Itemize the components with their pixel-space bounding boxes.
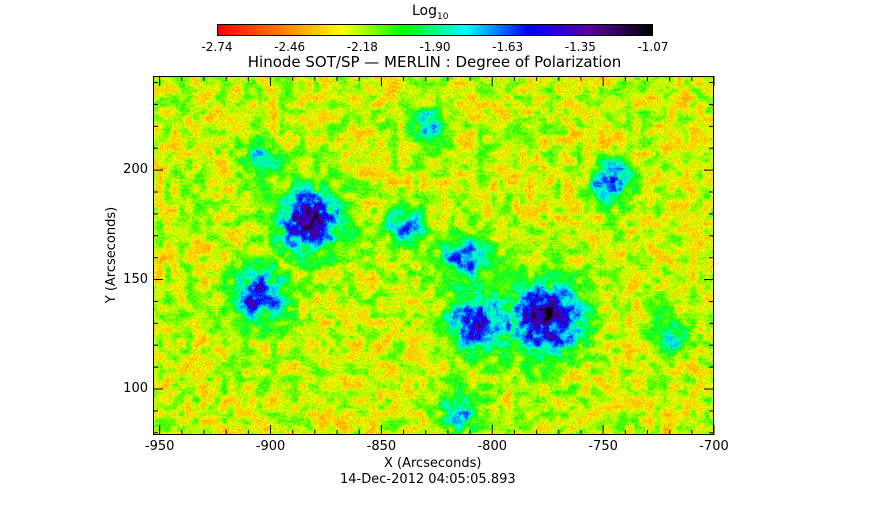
colorbar-tick-label: -2.46: [274, 40, 306, 54]
colorbar: [217, 24, 653, 36]
x-tick-label: -900: [255, 439, 286, 454]
y-axis-label: Y (Arcseconds): [104, 206, 119, 304]
colorbar-label: Log10: [412, 4, 448, 24]
y-tick-label: 100: [123, 381, 148, 397]
chart-title: Hinode SOT/SP — MERLIN : Degree of Polar…: [0, 53, 869, 71]
y-tick-label: 200: [123, 162, 148, 178]
colorbar-tick-label: -2.18: [346, 40, 378, 54]
colorbar-label-sub: 10: [437, 11, 449, 22]
colorbar-tick-label: -1.63: [492, 40, 524, 54]
x-tick-label: -750: [588, 439, 618, 454]
x-axis-label: X (Arcseconds): [384, 456, 482, 471]
colorbar-tick-label: -1.35: [564, 40, 596, 54]
y-tick-label: 150: [123, 271, 148, 287]
colorbar-label-text: Log: [412, 3, 438, 19]
plot-area: [153, 76, 715, 435]
x-tick-label: -850: [366, 439, 397, 454]
chart-title-text: Hinode SOT/SP — MERLIN : Degree of Polar…: [247, 53, 622, 71]
observation-timestamp: 14-Dec-2012 04:05:05.893: [340, 472, 516, 487]
colorbar-tick-label: -1.07: [637, 40, 669, 54]
x-tick-label: -700: [699, 439, 729, 454]
colorbar-tick-label: -2.74: [201, 40, 233, 54]
axes-frame: [153, 76, 715, 435]
plot-frame: [153, 76, 714, 435]
x-tick-label: -950: [144, 439, 175, 454]
x-tick-label: -800: [477, 439, 508, 454]
colorbar-tick-label: -1.90: [419, 40, 451, 54]
polarization-heatmap: [153, 76, 714, 435]
